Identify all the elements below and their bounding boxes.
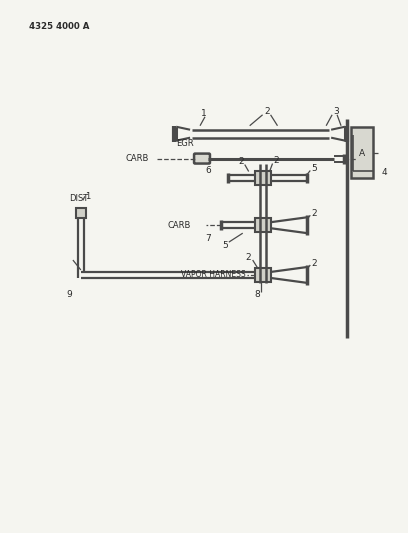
Text: 1: 1 (85, 192, 91, 201)
Bar (255, 172, 271, 185)
Text: DIST: DIST (69, 194, 89, 203)
Text: 3: 3 (333, 107, 339, 116)
Text: 2: 2 (274, 156, 279, 165)
Text: A: A (359, 149, 365, 158)
Text: 4: 4 (382, 168, 388, 177)
Text: 4325 4000 A: 4325 4000 A (29, 22, 90, 31)
Bar (76, 208, 86, 218)
Text: CARB: CARB (168, 221, 191, 230)
Text: 2: 2 (311, 209, 317, 218)
Bar (255, 218, 271, 232)
Text: 2: 2 (245, 253, 251, 262)
Text: EGR: EGR (176, 139, 194, 148)
Bar (255, 268, 271, 282)
Text: 7: 7 (205, 233, 211, 243)
Bar (351, 127, 373, 179)
Text: 2: 2 (265, 107, 271, 116)
Text: CARB: CARB (125, 154, 149, 163)
Text: 6: 6 (205, 166, 211, 175)
Text: 5: 5 (311, 164, 317, 173)
Text: 1: 1 (201, 109, 207, 118)
FancyBboxPatch shape (194, 154, 210, 164)
Text: 2: 2 (311, 259, 317, 268)
Text: 8: 8 (255, 290, 260, 300)
Text: 9: 9 (66, 290, 72, 300)
Text: 2: 2 (238, 157, 244, 166)
Text: VAPOR HARNESS: VAPOR HARNESS (181, 270, 246, 279)
Text: 5: 5 (222, 240, 228, 249)
